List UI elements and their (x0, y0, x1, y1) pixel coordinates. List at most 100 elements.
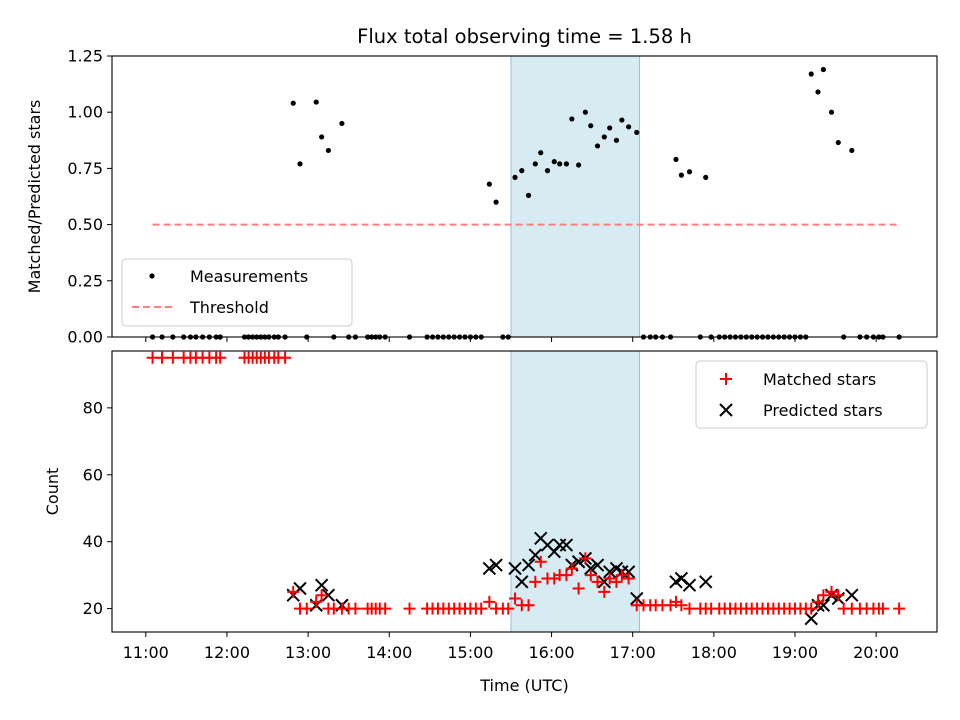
count-panel: 20 40 60 80 11:00 12:00 13:00 14:00 15:00 16:00 1… (43, 350, 938, 695)
x-tick-label: 12:00 (204, 643, 250, 662)
ratio-y-tick-label: 0.75 (67, 159, 103, 178)
ratio-y-tick-label: 1.25 (67, 47, 103, 66)
measurement-point-66 (607, 125, 613, 131)
measurement-point-27 (339, 120, 345, 127)
matched-point-101 (817, 589, 830, 602)
predicted-point-29 (674, 571, 689, 586)
measurement-point-65 (601, 134, 607, 140)
matched-point-63 (584, 569, 597, 582)
predicted-point-8 (508, 561, 522, 576)
predicted-point-21 (590, 558, 605, 572)
measurement-point-60 (569, 116, 575, 122)
count-legend-box (695, 360, 928, 429)
legend-matched-marker (720, 373, 732, 385)
matched-point-99 (805, 602, 818, 615)
ratio-panel-frame (111, 55, 938, 338)
matched-point-69 (622, 572, 635, 585)
measurement-point-20 (290, 100, 296, 106)
matched-point-55 (534, 555, 547, 568)
x-tick-label: 17:00 (610, 643, 656, 662)
measurement-point-51 (512, 174, 518, 180)
predicted-point-4 (321, 588, 336, 602)
matched-point-9 (214, 351, 227, 364)
measurement-point-67 (613, 137, 620, 143)
matched-point-20 (287, 585, 300, 598)
legend-predicted-marker (719, 403, 733, 417)
predicted-point-7 (489, 558, 503, 572)
measurement-point-62 (582, 109, 588, 115)
legend-predicted-label: Predicted stars (763, 401, 883, 420)
matched-point-65 (598, 585, 611, 598)
matched-point-62 (579, 552, 592, 565)
matched-point-66 (603, 572, 616, 585)
measurement-point-63 (588, 123, 594, 129)
matched-point-77 (675, 599, 688, 612)
observing-interval-shade-lower (510, 350, 640, 633)
legend-threshold-label: Threshold (189, 298, 269, 317)
matched-point-24 (315, 589, 328, 602)
predicted-point-23 (602, 565, 617, 579)
x-tick-label: 16:00 (528, 643, 574, 662)
ratio-y-tick-label: 0.50 (67, 215, 103, 234)
count-y-axis-label: Count (43, 468, 62, 516)
ratio-y-axis-label: Matched/Predicted stars (25, 100, 44, 294)
measurement-point-59 (563, 161, 570, 167)
matched-point-46 (475, 602, 488, 615)
predicted-point-20 (584, 561, 598, 576)
measurement-point-25 (325, 147, 331, 154)
measurement-point-80 (703, 174, 709, 180)
matched-point-22 (300, 602, 313, 615)
predicted-point-11 (528, 548, 543, 562)
x-tick-label: 11:00 (123, 643, 169, 662)
predicted-point-3 (314, 578, 329, 592)
measurement-point-78 (686, 169, 693, 175)
count-y-tick-label: 60 (83, 465, 103, 484)
matched-point-67 (610, 575, 623, 588)
x-tick-label: 13:00 (285, 643, 331, 662)
matched-point-102 (825, 585, 838, 598)
ratio-legend-box (121, 258, 353, 327)
measurement-point-54 (532, 161, 538, 167)
matched-point-34 (379, 602, 392, 615)
measurement-point-101 (820, 66, 826, 73)
count-y-tick-label: 20 (83, 599, 103, 618)
ratio-panel: 0.00 0.25 0.50 0.75 1.00 1.25 Matched/Predict… (25, 47, 938, 347)
matched-point-50 (502, 602, 515, 615)
matched-point-51 (509, 592, 522, 605)
matched-point-1 (156, 351, 169, 364)
matched-point-110 (876, 602, 889, 615)
matched-point-29 (349, 602, 362, 615)
measurement-point-53 (525, 192, 532, 198)
ratio-y-tick-label: 0.00 (67, 328, 103, 347)
matched-point-23 (310, 595, 323, 608)
matched-point-35 (403, 602, 416, 615)
matched-point-59 (560, 569, 573, 582)
measurement-point-56 (544, 168, 551, 174)
observing-interval-shade (510, 55, 640, 338)
matched-point-100 (811, 595, 824, 608)
measurement-point-77 (678, 172, 684, 178)
legend-matched-label: Matched stars (763, 370, 876, 389)
ratio-y-tick-label: 1.00 (67, 103, 103, 122)
matched-point-61 (572, 582, 585, 595)
matched-point-19 (279, 351, 292, 364)
predicted-point-16 (559, 538, 574, 552)
x-axis-label: Time (UTC) (479, 676, 568, 695)
measurement-point-99 (808, 71, 814, 77)
x-tick-label: 18:00 (691, 643, 737, 662)
measurement-point-68 (619, 117, 625, 123)
measurement-point-64 (594, 143, 601, 149)
measurement-point-105 (849, 147, 855, 154)
legend-measurements-marker (149, 273, 155, 279)
predicted-point-6 (482, 561, 497, 576)
x-tick-label: 15:00 (447, 643, 493, 662)
matched-point-64 (591, 575, 604, 588)
measurement-point-21 (297, 161, 303, 167)
measurement-point-55 (538, 150, 544, 156)
predicted-point-9 (515, 575, 529, 589)
matched-point-78 (683, 602, 696, 615)
measurement-point-102 (828, 109, 835, 115)
ratio-y-tick-label: 0.25 (67, 271, 103, 290)
matched-point-53 (522, 599, 535, 612)
